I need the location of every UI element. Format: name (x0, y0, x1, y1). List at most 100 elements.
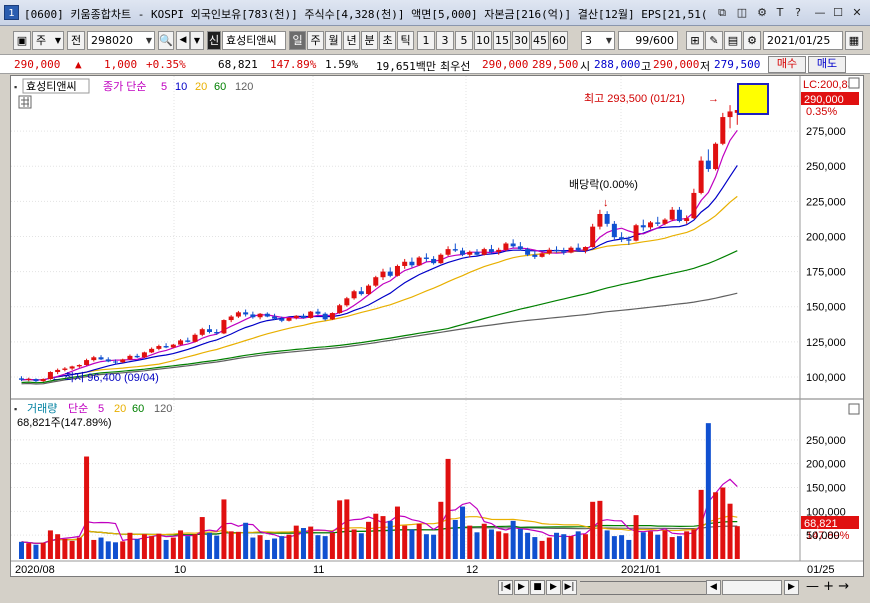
scroll-first-icon[interactable]: |◀ (498, 580, 513, 595)
tab-period-5[interactable]: 초 (379, 31, 396, 50)
tab-period-3[interactable]: 년 (343, 31, 360, 50)
scroll-thumb[interactable] (722, 580, 782, 595)
interval-button-1[interactable]: 1 (417, 31, 435, 50)
calendar-icon[interactable]: ▦ (845, 31, 863, 50)
layout-icon[interactable]: ▣ (13, 31, 31, 50)
stock-name-field[interactable]: 효성티앤씨 (222, 31, 286, 50)
candle-body (554, 249, 560, 252)
price-volume-chart[interactable]: 효성티앤씨 ▪ 종가 단순 5 10 20 60 120 최고 293,500 … (11, 76, 863, 576)
grid-toggle-icon[interactable] (18, 95, 32, 109)
close-button[interactable]: ✕ (852, 6, 862, 19)
interval-value-select[interactable]: 3 ▼ (581, 31, 615, 50)
tab-period-6[interactable]: 틱 (397, 31, 414, 50)
draw-tool-icon[interactable]: ✎ (705, 31, 723, 50)
candle-body (713, 143, 719, 170)
scroll-left-icon[interactable]: ◀ (706, 580, 721, 595)
volume-bar (582, 534, 588, 559)
vlegend-ma60: 60 (132, 403, 144, 415)
speaker-icon[interactable]: ◀ (176, 31, 190, 50)
buy-button[interactable]: 매수 (768, 56, 806, 73)
candle-body (394, 265, 400, 276)
volume-collapse-icon[interactable]: ▪ (14, 404, 17, 414)
volume-bar (517, 528, 523, 559)
interval-button-10[interactable]: 10 (474, 31, 492, 50)
candle-body (26, 379, 32, 381)
interval-button-15[interactable]: 15 (493, 31, 511, 50)
candle-body (720, 117, 726, 144)
settings-gear-icon[interactable]: ⚙ (757, 6, 767, 19)
price-change: 1,000 (104, 58, 138, 71)
xlabel-10: 10 (174, 564, 186, 576)
candle-body (648, 222, 654, 228)
maximize-button[interactable]: ☐ (833, 6, 843, 19)
tab-period-2[interactable]: 월 (325, 31, 342, 50)
scroll-prev-icon[interactable]: ▶ (514, 580, 529, 595)
candle-body (185, 340, 191, 342)
interval-button-45[interactable]: 45 (531, 31, 549, 50)
candlestick-series (19, 105, 740, 383)
best-quote-label: 최우선 (440, 60, 471, 73)
restore-layout-icon[interactable]: ⧉ (718, 6, 726, 19)
candle-body (329, 313, 335, 320)
count-field[interactable]: 99/600 (618, 31, 678, 50)
volume-bar (655, 534, 661, 559)
save-icon[interactable]: ▤ (724, 31, 742, 50)
chart-area[interactable]: 효성티앤씨 ▪ 종가 단순 5 10 20 60 120 최고 293,500 … (10, 75, 864, 577)
zoom-in-icon[interactable]: + (823, 579, 835, 594)
zoom-out-icon[interactable]: — (806, 579, 819, 594)
volume-bar (554, 532, 560, 559)
interval-button-60[interactable]: 60 (550, 31, 568, 50)
grid-toggle-icon-lines (21, 97, 29, 107)
scroll-track[interactable] (580, 581, 706, 595)
period-unit-select[interactable]: 주 ▼ (32, 31, 64, 50)
interval-button-5[interactable]: 5 (455, 31, 473, 50)
candle-body (344, 298, 350, 306)
volume-bar (19, 541, 24, 559)
sell-button[interactable]: 매도 (808, 56, 846, 73)
candle-body (539, 253, 545, 257)
help-icon[interactable]: ? (795, 6, 801, 19)
volume-bar (561, 534, 567, 559)
candle-body (488, 249, 494, 252)
search-icon[interactable]: 🔍 (158, 31, 174, 50)
scroll-last-icon[interactable]: ▶| (562, 580, 577, 595)
date-input[interactable]: 2021/01/25 (763, 31, 843, 50)
volume-bar (438, 501, 444, 559)
interval-button-3[interactable]: 3 (436, 31, 454, 50)
dropdown-icon[interactable]: ▼ (190, 31, 204, 50)
minimize-button[interactable]: — (814, 6, 826, 19)
price-maximize-icon[interactable] (848, 77, 860, 89)
candle-body (481, 249, 487, 255)
volume-bar (134, 538, 140, 559)
tab-period-1[interactable]: 주 (307, 31, 324, 50)
ma10-line (21, 165, 738, 381)
tab-period-0[interactable]: 일 (289, 31, 306, 50)
candle-body (431, 258, 437, 264)
collapse-icon[interactable]: ▪ (14, 82, 17, 92)
prev-button[interactable]: 전 (67, 31, 85, 50)
tab-period-4[interactable]: 분 (361, 31, 378, 50)
volume-bar (460, 506, 466, 559)
stock-code-input[interactable]: 298020 ▼ (87, 31, 155, 50)
indicator-icon[interactable]: ⊞ (686, 31, 704, 50)
settings-icon[interactable]: ⚙ (743, 31, 761, 50)
scroll-right-icon[interactable]: ▶ (784, 580, 799, 595)
candle-body (19, 378, 24, 380)
chevron-down-icon: ▼ (54, 36, 61, 45)
candle-body (582, 247, 588, 251)
full-view-icon[interactable]: → (838, 579, 850, 594)
current-highlight-box[interactable] (737, 83, 769, 115)
stop-icon[interactable]: ■ (530, 580, 545, 595)
candle-body (423, 257, 429, 259)
new-window-icon[interactable]: ◫ (736, 6, 748, 19)
text-tool-icon[interactable]: T (776, 6, 784, 19)
play-icon[interactable]: ▶ (546, 580, 561, 595)
price-tick-label: 125,000 (806, 337, 846, 349)
ma20-line (21, 195, 738, 381)
volume-bar (156, 533, 162, 559)
volume-maximize-icon[interactable] (848, 403, 860, 415)
price-tick-label: 150,000 (806, 302, 846, 314)
interval-button-30[interactable]: 30 (512, 31, 530, 50)
candle-body (206, 329, 212, 332)
candle-body (698, 160, 704, 193)
